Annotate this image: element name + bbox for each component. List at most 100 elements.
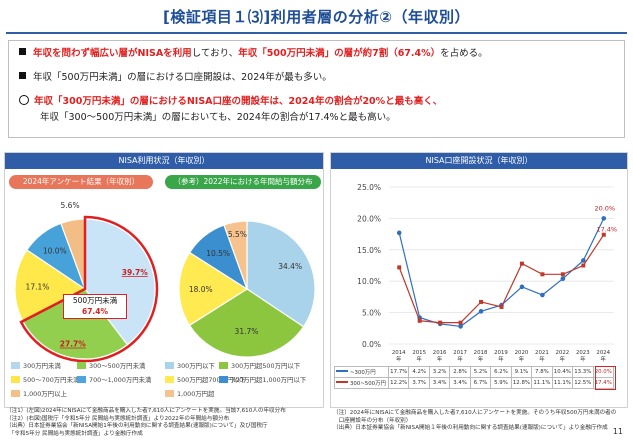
summary-box: 年収を問わず幅広い層がNISAを利用しており、年収「500万円未満」の層が約7割…	[8, 40, 625, 138]
table-cell: 13.3%	[572, 365, 594, 378]
callout-label: 500万円未満	[72, 296, 118, 305]
legend-item: 1,000万円以上	[11, 389, 67, 398]
pie-slice-label: 31.7%	[235, 327, 259, 336]
x-tick-unit: 年	[518, 356, 525, 363]
series-point	[438, 320, 443, 325]
y-tick-label: 5.0%	[362, 309, 381, 318]
summary-text: を占める。	[440, 48, 488, 59]
legend-swatch	[11, 390, 20, 397]
x-tick-label: 2019 年	[491, 348, 511, 366]
x-tick-label: 2023 年	[573, 348, 593, 366]
series-marker	[336, 381, 348, 383]
legend-swatch	[77, 362, 86, 369]
x-tick-year: 2015	[412, 349, 427, 356]
pie-slice	[188, 288, 305, 358]
legend-item: 1,000万円超	[165, 389, 214, 398]
x-tick-year: 2021	[535, 349, 549, 356]
legend-label: 500〜700万円未満	[23, 376, 80, 384]
pie-slice-label: 18.0%	[189, 285, 213, 294]
data-table: 2014 年 2015 年 2016 年 2017 年 2018 年 2019 年 2020 年 2021 年…	[334, 348, 614, 389]
summary-highlight: 年収「300万円未満」の層におけるNISA口座の開設年は、2024年の割合が20…	[34, 96, 443, 107]
table-cell: 3.7%	[408, 376, 430, 389]
x-tick-label: 2017 年	[450, 348, 470, 366]
y-tick-label: 10.0%	[357, 277, 381, 286]
x-tick-label: 2018 年	[470, 348, 490, 366]
table-cell: 2.8%	[449, 365, 471, 378]
table-cell: 12.5%	[572, 376, 594, 389]
panel-header: NISA利用状況（年収別）	[5, 153, 323, 169]
note-line: 「令和5年分 民間給与実態統計調査」より金融庁作成	[6, 430, 143, 437]
series-line	[398, 234, 605, 324]
legend-item: 300万円以下	[165, 361, 215, 370]
pie-slice	[14, 249, 87, 323]
note-line: （出典）日本証券業協会「新NISA開始1年後の利用動向に関する調査結果(速報版)…	[6, 423, 268, 430]
legend-label: 1,000万円以上	[23, 390, 67, 398]
x-tick-label: 2016 年	[429, 348, 449, 366]
pie-slice-label: 10.5%	[206, 249, 230, 258]
x-tick-label: 2024 年	[593, 348, 613, 366]
series-marker	[336, 370, 348, 372]
pie-slice-label: 10.0%	[43, 246, 67, 255]
y-tick-label: 0.0%	[362, 340, 381, 349]
pie-slice-label: 5.6%	[61, 201, 80, 210]
table-cell: 7.8%	[531, 365, 553, 378]
pie-slice	[84, 218, 156, 346]
table-row: 300~500万円 12.2% 3.7% 3.4% 3.4% 6.7% 5.9% 12.8% 1…	[334, 376, 614, 389]
y-tick-label: 15.0%	[357, 246, 381, 255]
pie-charts: 39.7% 27.7% 17.1% 10.0% 5.6% 34.4% 31.7% 18.0%…	[14, 201, 316, 363]
x-tick-unit: 年	[580, 356, 586, 363]
summary-line-2: 年収「500万円未満」の層における口座開設は、2024年が最も多い。	[19, 71, 332, 84]
legend-swatch	[165, 362, 174, 369]
x-tick-unit: 年	[559, 356, 566, 363]
x-tick-label: 2020 年	[511, 348, 531, 366]
legend-swatch	[77, 376, 86, 383]
series-point	[478, 309, 484, 314]
summary-highlight: 年収「500万円未満」の層が約7割（67.4%）	[238, 48, 441, 59]
x-tick-label: 2014 年	[389, 348, 409, 366]
legend-swatch	[165, 390, 174, 397]
page-number: 11	[612, 427, 623, 436]
legend-swatch	[11, 376, 20, 383]
legend-item: 500万円超700万円以下	[165, 375, 246, 384]
pie-slice	[178, 251, 249, 327]
x-tick-year: 2014	[391, 349, 406, 356]
line-chart: 0.0% 5.0% 10.0% 15.0% 20.0% 25.0% 20.0% 17.4%	[357, 183, 617, 349]
series-point	[540, 272, 545, 277]
legend-item: 700万円超1,000万円以下	[219, 375, 306, 384]
note-line: （出典）日本証券業協会「新NISA開始１年後の利用動向に関する調査結果(速報版)…	[333, 425, 608, 432]
series-point	[601, 232, 606, 237]
legend-label: 1,000万円超	[177, 390, 215, 398]
summary-text: 年収「300～500万円未満」の層においても、2024年の割合が17.4%と最も…	[40, 112, 396, 123]
table-cell: 6.2%	[490, 365, 512, 378]
x-tick-label: 2022 年	[552, 348, 572, 366]
x-tick-label: 2021 年	[532, 348, 552, 366]
table-cell: 9.1%	[510, 365, 533, 378]
series-point	[560, 272, 565, 277]
note-line: （注1）(左図)2024年にNISAにて金融商品を購入した者7,610人にアンケ…	[6, 408, 286, 414]
series-point	[581, 263, 586, 268]
end-value-label: 20.0%	[594, 204, 615, 212]
latest-year-highlight	[594, 366, 616, 390]
table-cell: 3.2%	[428, 365, 451, 378]
x-tick-unit: 年	[416, 356, 422, 363]
series-point	[417, 318, 422, 323]
legend-item: 300万円超500万円以下	[219, 361, 300, 370]
legend-label: 300万円超500万円以下	[231, 362, 301, 370]
table-cell: 3.4%	[449, 376, 471, 389]
summary-line-1: 年収を問わず幅広い層がNISAを利用しており、年収「500万円未満」の層が約7割…	[19, 47, 488, 60]
x-tick-unit: 年	[539, 356, 545, 363]
x-tick-unit: 年	[600, 356, 606, 363]
pie-slice-label: 17.1%	[26, 282, 50, 291]
table-cell: 5.9%	[490, 376, 512, 389]
series-line	[398, 218, 605, 328]
pie-slice-label: 39.7%	[122, 268, 149, 277]
series-point	[560, 276, 566, 281]
panel-header: NISA口座開設状況（年収別）	[331, 153, 627, 169]
table-cell: 17.4%	[592, 376, 614, 389]
square-bullet-icon	[19, 48, 26, 55]
legend-swatch	[165, 376, 174, 383]
table-cell: 3.4%	[428, 376, 451, 389]
table-cell: 17.7%	[387, 365, 410, 378]
x-tick-unit: 年	[457, 356, 463, 363]
title-divider	[6, 32, 627, 34]
